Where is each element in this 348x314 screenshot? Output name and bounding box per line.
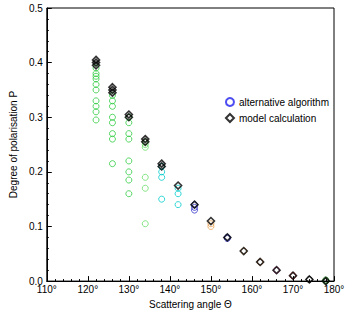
svg-text:alternative algorithm: alternative algorithm <box>239 97 329 108</box>
svg-text:Degree of polarisation P: Degree of polarisation P <box>8 91 19 199</box>
svg-text:150°: 150° <box>201 284 222 295</box>
svg-text:0.1: 0.1 <box>29 221 43 232</box>
svg-text:0.3: 0.3 <box>29 112 43 123</box>
svg-text:120°: 120° <box>77 284 98 295</box>
svg-text:0.4: 0.4 <box>29 57 43 68</box>
svg-text:0.5: 0.5 <box>29 3 43 14</box>
svg-text:0.2: 0.2 <box>29 166 43 177</box>
svg-text:160°: 160° <box>242 284 263 295</box>
svg-text:170°: 170° <box>283 284 304 295</box>
svg-text:Scattering angle Θ: Scattering angle Θ <box>149 299 232 310</box>
svg-text:0.0: 0.0 <box>28 275 43 287</box>
svg-text:140°: 140° <box>160 284 181 295</box>
svg-text:180°: 180° <box>324 284 345 295</box>
svg-text:130°: 130° <box>119 284 140 295</box>
svg-text:110°: 110° <box>37 284 57 295</box>
svg-text:model calculation: model calculation <box>239 113 316 124</box>
